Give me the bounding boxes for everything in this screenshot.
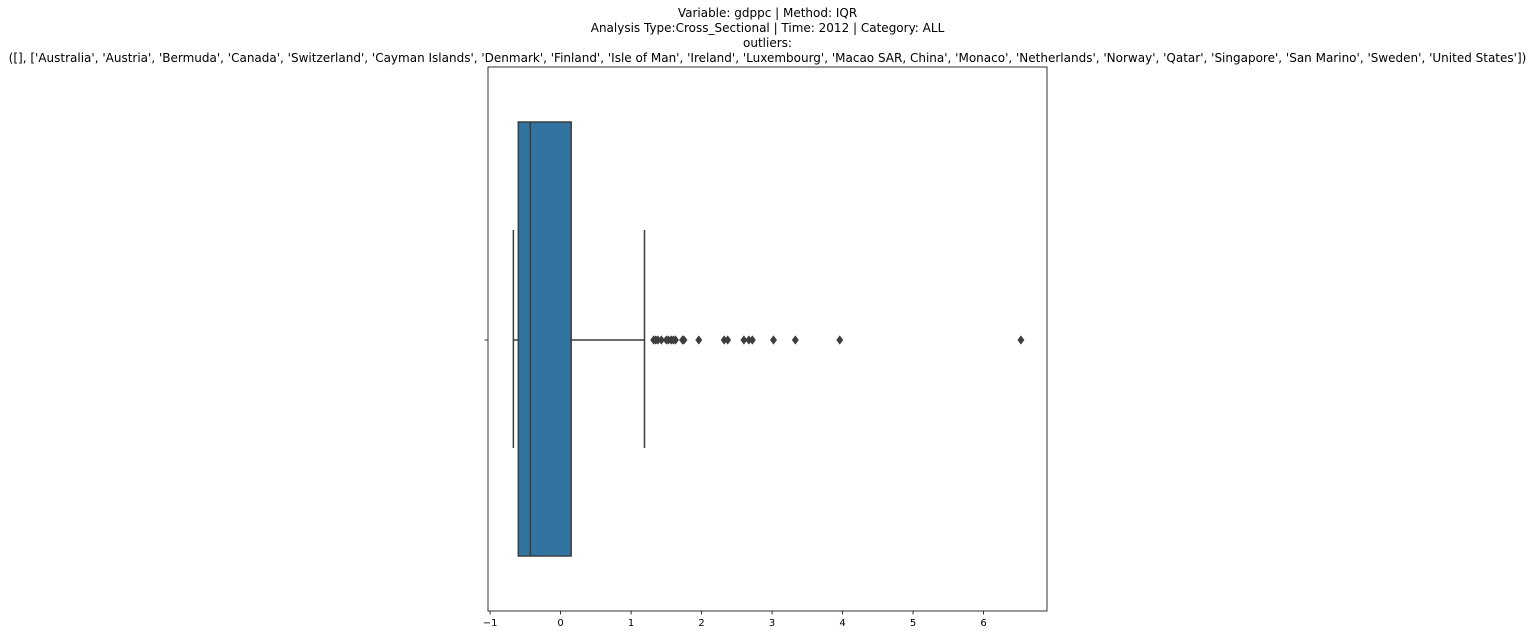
x-tick-label-7: 5 bbox=[910, 618, 916, 629]
outlier-point-12 bbox=[695, 335, 703, 345]
title-line-1: Variable: gdppc | Method: IQR bbox=[678, 6, 857, 20]
chart-title: Variable: gdppc | Method: IQR Analysis T… bbox=[9, 6, 1527, 65]
title-line-3: outliers: bbox=[743, 36, 792, 50]
x-tick-label-2: 0 bbox=[557, 618, 563, 629]
outlier-point-14 bbox=[724, 335, 732, 345]
x-tick-label-5: 3 bbox=[769, 618, 775, 629]
outlier-point-20 bbox=[836, 335, 844, 345]
outlier-point-9 bbox=[671, 335, 680, 345]
axes-frame bbox=[487, 66, 1048, 612]
x-tick-label-1: −1 bbox=[483, 618, 498, 629]
title-line-4: ([], ['Australia', 'Austria', 'Bermuda',… bbox=[9, 51, 1527, 65]
iqr-box bbox=[517, 121, 572, 557]
outlier-point-18 bbox=[769, 335, 778, 345]
outlier-point-15 bbox=[740, 335, 748, 345]
outlier-point-21 bbox=[1017, 335, 1025, 345]
title-line-2: Analysis Type:Cross_Sectional | Time: 20… bbox=[591, 21, 945, 35]
x-tick-label-4: 2 bbox=[698, 618, 704, 629]
outlier-point-19 bbox=[791, 335, 799, 345]
plot-area: −1 0 1 2 3 4 5 6 bbox=[483, 66, 1048, 629]
x-tick-label-6: 4 bbox=[839, 618, 845, 629]
x-tick-label-3: 1 bbox=[628, 618, 634, 629]
outlier-point-17 bbox=[748, 335, 756, 345]
x-tick-label-8: 6 bbox=[980, 618, 986, 629]
outlier-point-4 bbox=[657, 335, 665, 345]
outlier-point-11 bbox=[680, 335, 688, 345]
